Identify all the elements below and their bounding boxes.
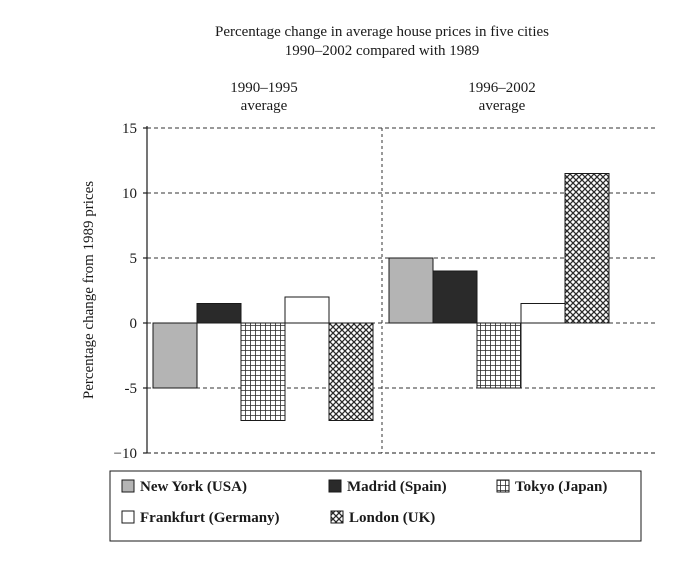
legend-box	[109, 470, 642, 542]
y-tick-labels: 15 10 5 0 -5 −10	[114, 121, 137, 462]
legend-label-frankfurt-germany: Frankfurt (Germany)	[140, 510, 280, 526]
legend-label-madrid-spain: Madrid (Spain)	[347, 479, 447, 495]
y-axis-label-text: Percentage change from 1989 prices	[81, 181, 97, 399]
group-label-2-line-1: 1996–2002	[468, 80, 536, 96]
y-tick-label--5: -5	[125, 381, 138, 397]
axes	[143, 126, 656, 454]
bar-frankfurt-germany-group-2	[520, 303, 566, 324]
y-tick-label-10: 10	[122, 186, 137, 202]
legend-label-london-uk: London (UK)	[349, 510, 435, 526]
y-tick-label-15: 15	[122, 121, 137, 137]
bar-new-york-usa-group-1	[152, 322, 198, 389]
y-tick-label--10: −10	[114, 446, 137, 462]
bar-madrid-spain-group-1	[196, 303, 242, 324]
group-labels: 1990–1995 average 1996–2002 average	[230, 80, 536, 114]
legend-swatch-madrid-spain	[328, 479, 342, 493]
y-tick-label-0: 0	[130, 316, 138, 332]
group-label-1-line-1: 1990–1995	[230, 80, 298, 96]
bar-new-york-usa-group-2	[388, 257, 434, 324]
chart-title: Percentage change in average house price…	[215, 24, 549, 59]
y-axis-label: Percentage change from 1989 prices	[81, 181, 97, 399]
bar-tokyo-japan-group-1	[240, 322, 286, 421]
chart-title-line-2: 1990–2002 compared with 1989	[285, 43, 480, 59]
legend-swatch-frankfurt-germany	[121, 510, 135, 524]
bar-frankfurt-germany-group-1	[284, 296, 330, 324]
bar-madrid-spain-group-2	[432, 270, 478, 324]
legend-swatch-tokyo-japan	[496, 479, 510, 493]
chart-title-line-1: Percentage change in average house price…	[215, 24, 549, 40]
y-tick-label-5: 5	[130, 251, 138, 267]
bar-london-uk-group-2	[564, 173, 610, 324]
bar-london-uk-group-1	[328, 322, 374, 421]
bar-tokyo-japan-group-2	[476, 322, 522, 389]
legend-swatch-london-uk	[330, 510, 344, 524]
legend-label-new-york-usa: New York (USA)	[140, 479, 247, 495]
group-label-2-line-2: average	[479, 98, 526, 114]
group-label-1-line-2: average	[241, 98, 288, 114]
legend-swatch-new-york-usa	[121, 479, 135, 493]
legend: New York (USA) Madrid (Spain) Tokyo (Japan…	[109, 470, 642, 542]
legend-label-tokyo-japan: Tokyo (Japan)	[515, 479, 607, 495]
bars	[152, 173, 610, 421]
